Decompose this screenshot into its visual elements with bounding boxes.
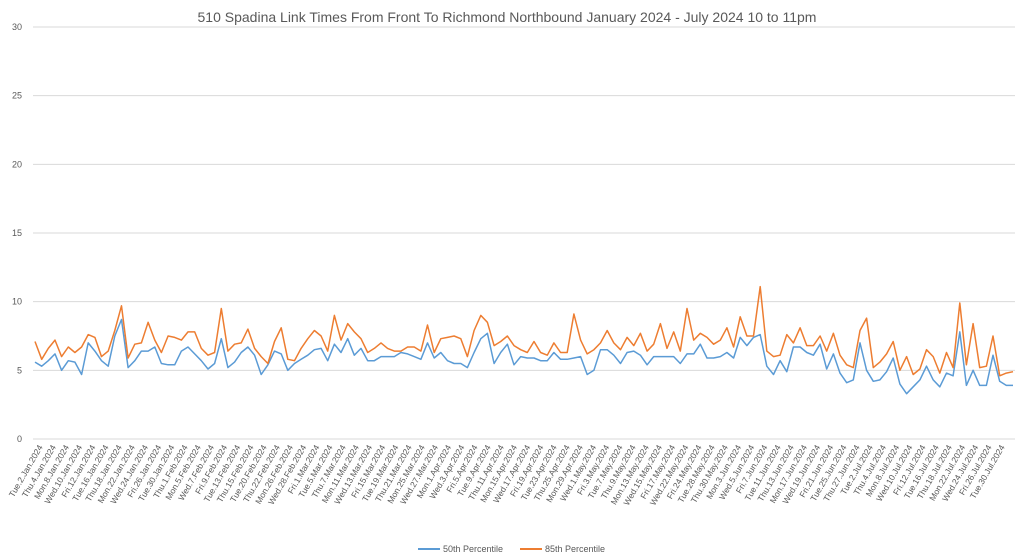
series-lines [34, 285, 1014, 395]
y-tick-label: 25 [12, 91, 22, 101]
chart-title: 510 Spadina Link Times From Front To Ric… [198, 9, 817, 25]
y-tick-label: 20 [12, 159, 22, 169]
legend-label-50th: 50th Percentile [443, 544, 503, 554]
series-line-50th-percentile [34, 318, 1013, 395]
legend-label-85th: 85th Percentile [545, 544, 605, 554]
gridlines [33, 26, 1015, 440]
y-tick-label: 10 [12, 297, 22, 307]
y-tick-label: 0 [17, 434, 22, 444]
y-axis: 0 5 10 15 20 25 30 [12, 22, 22, 444]
y-tick-label: 5 [17, 365, 22, 375]
y-tick-label: 15 [12, 228, 22, 238]
legend: 50th Percentile 85th Percentile [418, 544, 605, 554]
x-axis: Tue.2.Jan.2024Thu.4.Jan.2024Mon.8.Jan.20… [7, 443, 1007, 507]
series-line-85th-percentile [34, 285, 1014, 377]
y-tick-label: 30 [12, 22, 22, 32]
